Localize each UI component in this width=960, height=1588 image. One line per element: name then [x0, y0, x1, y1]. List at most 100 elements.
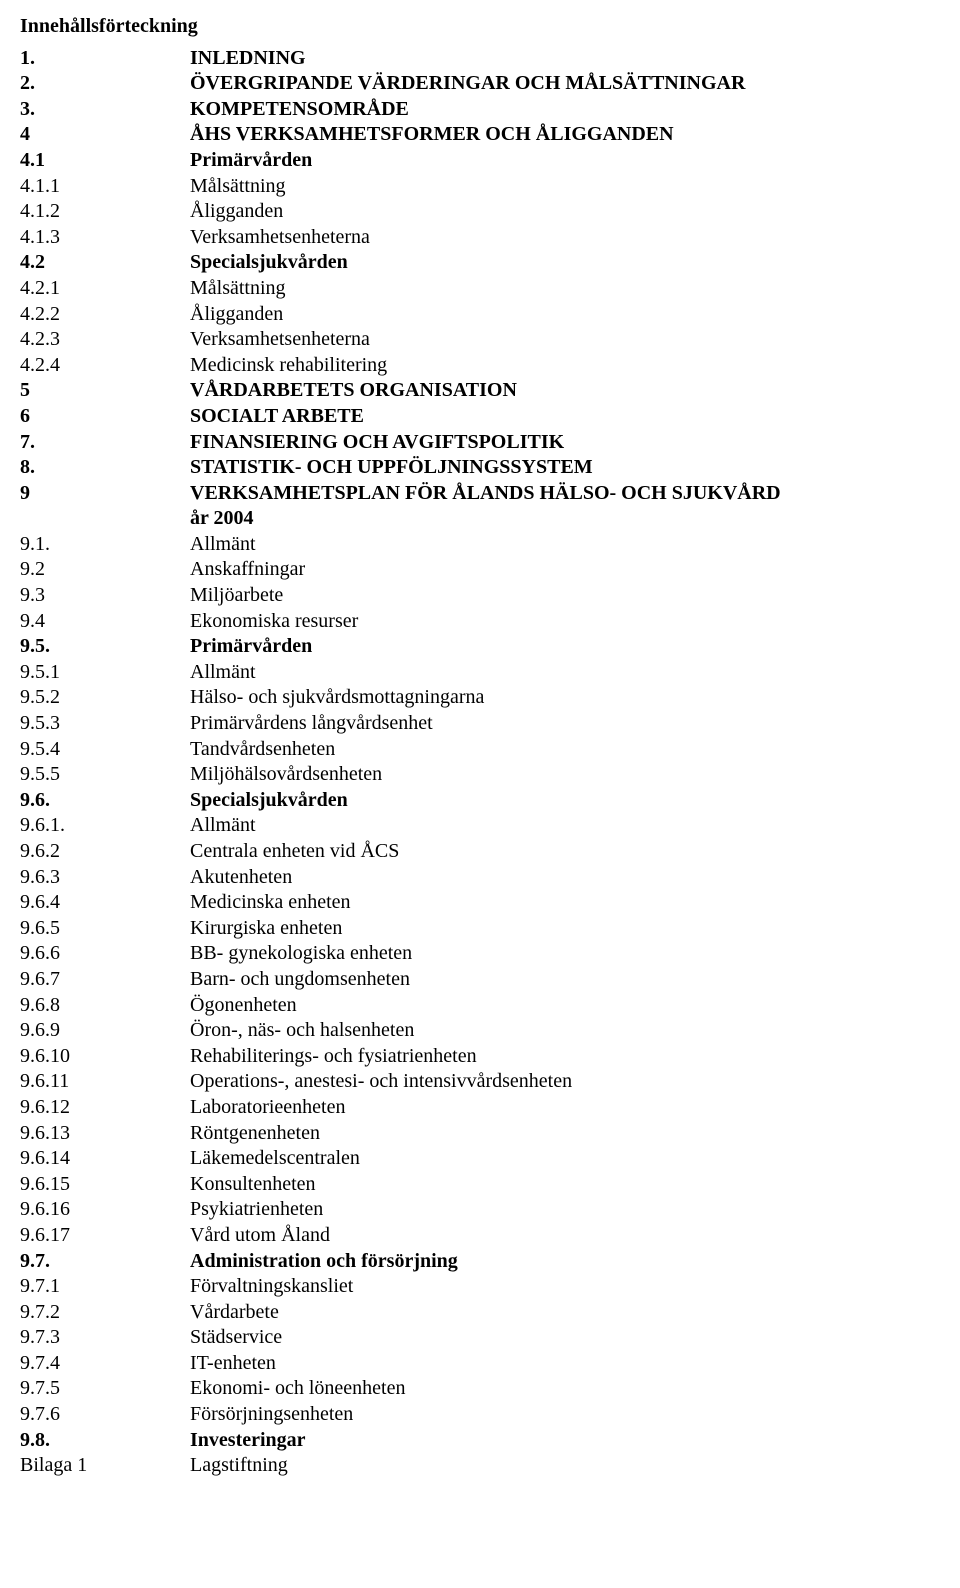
toc-entry-text: Ekonomi- och löneenheten — [190, 1376, 960, 1402]
toc-entry-text: Lagstiftning — [190, 1453, 960, 1479]
toc-entry-text: Akutenheten — [190, 865, 960, 891]
toc-entry: 9.6.1.Allmänt — [20, 813, 960, 839]
toc-entry-text: Vård utom Åland — [190, 1223, 960, 1249]
toc-entry-text: Målsättning — [190, 276, 960, 302]
toc-entry: 9VERKSAMHETSPLAN FÖR ÅLANDS HÄLSO- OCH S… — [20, 481, 960, 507]
toc-entry-number: 9.7.6 — [20, 1402, 190, 1428]
toc-entry-number: 9.5. — [20, 634, 190, 660]
toc-entry-text: Investeringar — [190, 1428, 960, 1454]
toc-entry-number: 9.3 — [20, 583, 190, 609]
toc-entry-text: Centrala enheten vid ÅCS — [190, 839, 960, 865]
toc-entry-text: Hälso- och sjukvårdsmottagningarna — [190, 685, 960, 711]
toc-entry: 9.6.3Akutenheten — [20, 865, 960, 891]
toc-entry-number: 4.2.2 — [20, 302, 190, 328]
toc-entry: 9.6.7Barn- och ungdomsenheten — [20, 967, 960, 993]
toc-entry-text: Laboratorieenheten — [190, 1095, 960, 1121]
toc-entry-number: 9.6.16 — [20, 1197, 190, 1223]
toc-entry-number: 9.6.9 — [20, 1018, 190, 1044]
toc-entry: 3.KOMPETENSOMRÅDE — [20, 97, 960, 123]
toc-entry-text: Primärvården — [190, 148, 960, 174]
toc-entry-text: ÅHS VERKSAMHETSFORMER OCH ÅLIGGANDEN — [190, 122, 960, 148]
toc-entry-number: 9.6.15 — [20, 1172, 190, 1198]
toc-entry-text: Ögonenheten — [190, 993, 960, 1019]
toc-entry: 9.7.2Vårdarbete — [20, 1300, 960, 1326]
toc-entry: 9.5.2Hälso- och sjukvårdsmottagningarna — [20, 685, 960, 711]
toc-entry-text: Operations-, anestesi- och intensivvårds… — [190, 1069, 960, 1095]
toc-entry-text: INLEDNING — [190, 46, 960, 72]
toc-entry-number: 3. — [20, 97, 190, 123]
toc-entry: 4.2Specialsjukvården — [20, 250, 960, 276]
toc-entry-number: 9.7. — [20, 1249, 190, 1275]
toc-entry-text: Barn- och ungdomsenheten — [190, 967, 960, 993]
toc-entry: 9.6.8Ögonenheten — [20, 993, 960, 1019]
toc-entry-number: 9.6.13 — [20, 1121, 190, 1147]
toc-entry-text: Verksamhetsenheterna — [190, 225, 960, 251]
toc-entry: 9.6.4Medicinska enheten — [20, 890, 960, 916]
toc-entry-number: 9.6.17 — [20, 1223, 190, 1249]
toc-entry: 9.6.Specialsjukvården — [20, 788, 960, 814]
toc-entry: 6SOCIALT ARBETE — [20, 404, 960, 430]
toc-entry-number: 9.2 — [20, 557, 190, 583]
toc-entry-number: 9.6.10 — [20, 1044, 190, 1070]
toc-entry: 9.7.6Försörjningsenheten — [20, 1402, 960, 1428]
toc-entry-text: Konsultenheten — [190, 1172, 960, 1198]
toc-entry: 9.6.16Psykiatrienheten — [20, 1197, 960, 1223]
toc-entry: 4.1.3Verksamhetsenheterna — [20, 225, 960, 251]
toc-entry-number: 9.6.2 — [20, 839, 190, 865]
toc-entry-number: 9.5.1 — [20, 660, 190, 686]
toc-entry-number: 9.6.7 — [20, 967, 190, 993]
toc-entry: 9.5.5Miljöhälsovårdsenheten — [20, 762, 960, 788]
toc-entry: 9.7.3Städservice — [20, 1325, 960, 1351]
toc-entry-text: Åligganden — [190, 199, 960, 225]
toc-entry-number: 9.7.3 — [20, 1325, 190, 1351]
toc-entry-number: Bilaga 1 — [20, 1453, 190, 1479]
toc-entry-text: IT-enheten — [190, 1351, 960, 1377]
toc-entry-number: 4.1.2 — [20, 199, 190, 225]
toc-entry: 4.2.1Målsättning — [20, 276, 960, 302]
toc-entry-number: 9.7.2 — [20, 1300, 190, 1326]
toc-entry-number: 9.6.8 — [20, 993, 190, 1019]
toc-entry: 9.6.14Läkemedelscentralen — [20, 1146, 960, 1172]
toc-entry-text: Primärvårdens långvårdsenhet — [190, 711, 960, 737]
toc-entry: 5VÅRDARBETETS ORGANISATION — [20, 378, 960, 404]
toc-entry-text: Medicinsk rehabilitering — [190, 353, 960, 379]
toc-entry: 4.2.4Medicinsk rehabilitering — [20, 353, 960, 379]
toc-entry-text: ÖVERGRIPANDE VÄRDERINGAR OCH MÅLSÄTTNING… — [190, 71, 960, 97]
toc-entry-text: Administration och försörjning — [190, 1249, 960, 1275]
toc-entry-text: Kirurgiska enheten — [190, 916, 960, 942]
toc-entry: 9.5.4Tandvårdsenheten — [20, 737, 960, 763]
toc-entry-number: 9.6.1. — [20, 813, 190, 839]
toc-entry-text: KOMPETENSOMRÅDE — [190, 97, 960, 123]
toc-entry: 9.6.5Kirurgiska enheten — [20, 916, 960, 942]
toc-entry: 4.2.2Åligganden — [20, 302, 960, 328]
toc-entry: 7.FINANSIERING OCH AVGIFTSPOLITIK — [20, 430, 960, 456]
toc-entry-text: Verksamhetsenheterna — [190, 327, 960, 353]
toc-entry-number: 9 — [20, 481, 190, 507]
toc-entry: 2.ÖVERGRIPANDE VÄRDERINGAR OCH MÅLSÄTTNI… — [20, 71, 960, 97]
toc-entry-text: Miljöhälsovårdsenheten — [190, 762, 960, 788]
toc-entry-number: 4.2.1 — [20, 276, 190, 302]
toc-entry-number: 4.2.4 — [20, 353, 190, 379]
toc-entry-text: VERKSAMHETSPLAN FÖR ÅLANDS HÄLSO- OCH SJ… — [190, 481, 960, 507]
toc-entry-text: Ekonomiska resurser — [190, 609, 960, 635]
toc-entry: 4.1.2Åligganden — [20, 199, 960, 225]
toc-entry-text: STATISTIK- OCH UPPFÖLJNINGSSYSTEM — [190, 455, 960, 481]
toc-entry-number: 9.5.4 — [20, 737, 190, 763]
toc-entry-number: 9.5.3 — [20, 711, 190, 737]
toc-entry: 1.INLEDNING — [20, 46, 960, 72]
toc-entry-number: 9.6. — [20, 788, 190, 814]
toc-entry-number: 4.2.3 — [20, 327, 190, 353]
toc-entry-number: 9.6.4 — [20, 890, 190, 916]
toc-entry: 9.5.Primärvården — [20, 634, 960, 660]
toc-entry-text: BB- gynekologiska enheten — [190, 941, 960, 967]
toc-entry: 9.8.Investeringar — [20, 1428, 960, 1454]
toc-entry-number: 6 — [20, 404, 190, 430]
toc-entry-text: SOCIALT ARBETE — [190, 404, 960, 430]
toc-entry-number: 9.7.4 — [20, 1351, 190, 1377]
toc-entry-number: 9.1. — [20, 532, 190, 558]
toc-entry-number: 9.4 — [20, 609, 190, 635]
toc-entry-number: 9.6.11 — [20, 1069, 190, 1095]
toc-entry: 9.6.15Konsultenheten — [20, 1172, 960, 1198]
toc-entry: 9.1.Allmänt — [20, 532, 960, 558]
toc-entry-number: 9.5.5 — [20, 762, 190, 788]
